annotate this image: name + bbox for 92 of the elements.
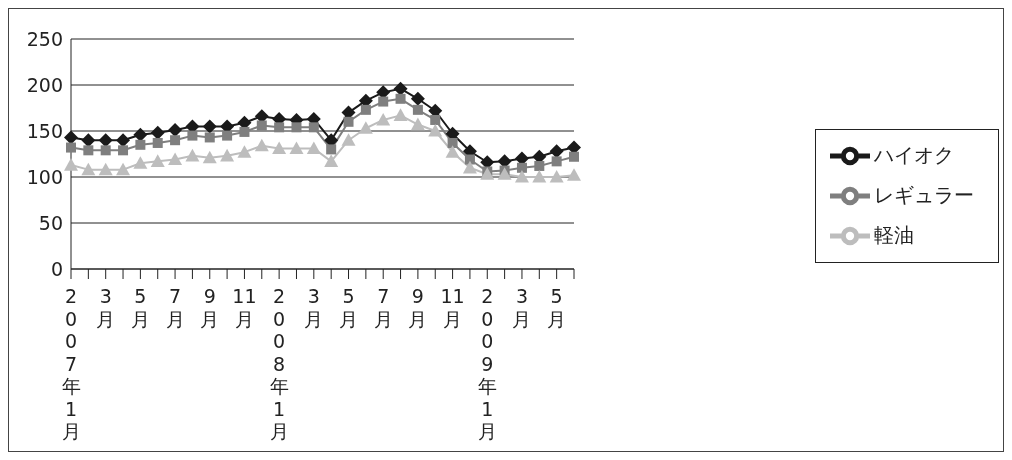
x-tick-label: 11月 bbox=[440, 285, 465, 330]
x-tick-label: 2008年1月 bbox=[269, 285, 289, 442]
point bbox=[202, 150, 217, 164]
point bbox=[462, 160, 477, 174]
x-tick-label: 11月 bbox=[232, 285, 257, 330]
point bbox=[395, 93, 406, 104]
point bbox=[410, 117, 425, 131]
x-tick-label: 5月 bbox=[130, 285, 150, 330]
point bbox=[187, 130, 198, 141]
y-tick-label: 200 bbox=[26, 73, 63, 96]
legend-label: 軽油 bbox=[874, 222, 914, 247]
point bbox=[168, 123, 183, 138]
y-tick-label: 150 bbox=[26, 119, 63, 142]
point bbox=[274, 122, 285, 133]
point bbox=[116, 162, 131, 176]
point bbox=[532, 170, 547, 183]
point bbox=[447, 137, 458, 148]
point bbox=[514, 170, 529, 183]
point bbox=[378, 96, 389, 107]
x-tick-label: 9月 bbox=[408, 285, 428, 330]
x-tick-label: 9月 bbox=[200, 285, 220, 330]
point bbox=[204, 132, 215, 143]
y-tick-label: 50 bbox=[38, 211, 63, 234]
point bbox=[360, 104, 371, 115]
legend-label: ハイオク bbox=[874, 142, 954, 167]
point bbox=[81, 162, 96, 176]
point bbox=[237, 145, 252, 158]
x-tick-label: 7月 bbox=[165, 285, 185, 330]
point bbox=[291, 122, 302, 133]
x-tick-label: 3月 bbox=[512, 285, 532, 330]
point bbox=[306, 141, 321, 155]
point bbox=[289, 141, 304, 155]
point bbox=[358, 121, 373, 134]
y-tick-label: 0 bbox=[50, 257, 63, 280]
point bbox=[341, 133, 356, 146]
point bbox=[393, 108, 408, 121]
x-tick-label: 3月 bbox=[304, 285, 324, 330]
legend-label: レギュラー bbox=[874, 182, 974, 207]
point bbox=[497, 167, 512, 180]
y-tick-label: 100 bbox=[26, 165, 63, 188]
point bbox=[133, 127, 148, 142]
y-tick-label: 250 bbox=[26, 27, 63, 50]
point bbox=[428, 124, 443, 137]
point bbox=[202, 119, 217, 134]
point bbox=[254, 138, 269, 152]
point bbox=[98, 133, 113, 148]
point bbox=[66, 142, 76, 153]
point bbox=[343, 116, 354, 127]
point bbox=[64, 158, 78, 171]
point bbox=[516, 162, 527, 173]
point bbox=[83, 145, 94, 156]
point bbox=[549, 144, 564, 159]
x-tick-label: 5月 bbox=[547, 285, 567, 330]
point bbox=[133, 156, 148, 169]
point bbox=[150, 154, 165, 167]
point bbox=[393, 81, 408, 96]
point bbox=[412, 104, 423, 115]
x-tick-label: 2009年1月 bbox=[477, 285, 497, 442]
point bbox=[308, 122, 319, 133]
point bbox=[152, 137, 163, 148]
point bbox=[410, 91, 425, 106]
point bbox=[170, 135, 181, 146]
point bbox=[445, 145, 460, 158]
point bbox=[116, 133, 131, 148]
point bbox=[376, 112, 391, 126]
point bbox=[430, 114, 441, 125]
point bbox=[81, 133, 96, 148]
x-tick-label: 2007年1月 bbox=[61, 285, 81, 442]
point bbox=[464, 154, 475, 165]
point bbox=[549, 170, 564, 183]
point bbox=[551, 156, 562, 167]
point bbox=[168, 152, 183, 166]
x-tick-label: 7月 bbox=[373, 285, 393, 330]
point bbox=[239, 126, 250, 137]
point bbox=[272, 141, 287, 155]
point bbox=[135, 139, 146, 150]
x-tick-label: 5月 bbox=[339, 285, 359, 330]
point bbox=[326, 144, 337, 155]
point bbox=[150, 125, 165, 140]
point bbox=[534, 160, 545, 171]
point bbox=[569, 151, 579, 162]
point bbox=[567, 168, 581, 181]
x-tick-label: 3月 bbox=[96, 285, 116, 330]
point bbox=[256, 120, 267, 131]
point bbox=[220, 148, 235, 162]
point bbox=[222, 130, 233, 141]
point bbox=[185, 148, 200, 162]
point bbox=[324, 154, 339, 167]
point bbox=[64, 130, 78, 145]
point bbox=[118, 145, 129, 156]
point bbox=[100, 145, 111, 156]
point bbox=[98, 162, 113, 176]
